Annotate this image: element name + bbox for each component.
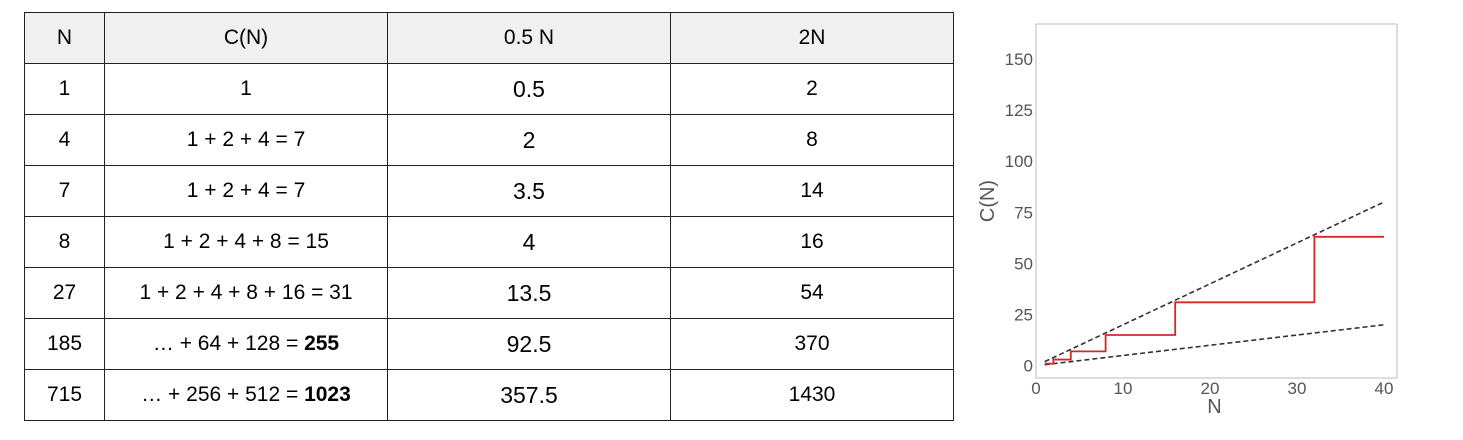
cell-half-n: 92.5: [387, 318, 671, 370]
cell-n: 185: [24, 318, 105, 370]
cell-cn-text: … + 256 + 512 =: [141, 383, 305, 406]
cell-n: 715: [24, 369, 105, 421]
cell-cn-bold: 1023: [304, 383, 351, 406]
cell-cn-text: 1 + 2 + 4 = 7: [186, 179, 306, 202]
x-axis-label: N: [1207, 396, 1221, 418]
header-cn: C(N): [104, 12, 388, 64]
cell-cn: 1 + 2 + 4 = 7: [104, 165, 388, 217]
y-tick-label: 125: [1005, 101, 1033, 120]
cell-two-n: 8: [670, 114, 954, 166]
y-tick-label: 100: [1005, 152, 1033, 171]
cell-half-n: 0.5: [387, 63, 671, 115]
x-tick-label: 0: [1031, 379, 1040, 398]
header-n: N: [24, 12, 105, 64]
cell-cn-text: 1: [240, 77, 252, 100]
cell-cn: 1: [104, 63, 388, 115]
cell-cn: 1 + 2 + 4 + 8 = 15: [104, 216, 388, 268]
upper-bound-line: [1044, 201, 1385, 363]
chart: 0 10 20 30 40 0 25 50 75 100 125 150 N C(N): [977, 23, 1398, 418]
y-tick-label: 25: [1014, 306, 1033, 325]
y-axis-label: C(N): [977, 180, 999, 222]
table-row: 185… + 64 + 128 = 255 92.5 370: [24, 318, 954, 370]
cell-cn: 1 + 2 + 4 + 8 + 16 = 31: [104, 267, 388, 319]
cell-two-n: 2: [670, 63, 954, 115]
cell-cn-bold: 255: [304, 332, 340, 355]
lower-bound-line: [1044, 324, 1385, 366]
cell-half-n: 2: [387, 114, 671, 166]
cell-half-n: 357.5: [387, 369, 671, 421]
step-line: [1044, 235, 1384, 365]
cell-cn-text: … + 64 + 128 =: [152, 332, 305, 355]
y-tick-label: 50: [1014, 254, 1033, 273]
cell-cn: … + 256 + 512 = 1023: [104, 369, 388, 421]
y-tick-label: 75: [1014, 203, 1033, 222]
header-half-n: 0.5 N: [387, 12, 671, 64]
cell-cn: … + 64 + 128 = 255: [104, 318, 388, 370]
cell-two-n: 14: [670, 165, 954, 217]
cell-half-n: 13.5: [387, 267, 671, 319]
cell-n: 1: [24, 63, 105, 115]
x-tick-label: 20: [1201, 379, 1220, 398]
bound-lines: [1044, 201, 1385, 366]
cell-n: 4: [24, 114, 105, 166]
cell-two-n: 54: [670, 267, 954, 319]
cell-n: 8: [24, 216, 105, 268]
cell-half-n: 3.5: [387, 165, 671, 217]
cell-cn-text: 1 + 2 + 4 + 8 + 16 = 31: [139, 281, 353, 304]
y-tick-labels: 0 25 50 75 100 125 150: [1005, 50, 1033, 376]
x-tick-label: 10: [1114, 379, 1133, 398]
x-tick-labels: 0 10 20 30 40: [1031, 379, 1393, 398]
x-tick-label: 30: [1288, 379, 1307, 398]
header-two-n: 2N: [670, 12, 954, 64]
y-tick-label: 0: [1024, 357, 1033, 376]
cell-n: 27: [24, 267, 105, 319]
table-row: 8 1 + 2 + 4 + 8 = 15 4 16: [24, 216, 954, 268]
table-row: 27 1 + 2 + 4 + 8 + 16 = 31 13.5 54: [24, 267, 954, 319]
y-tick-label: 150: [1005, 50, 1033, 69]
cell-cn: 1 + 2 + 4 = 7: [104, 114, 388, 166]
table-row: 7 1 + 2 + 4 = 7 3.5 14: [24, 165, 954, 217]
table-row: 1 1 0.5 2: [24, 63, 954, 115]
cell-n: 7: [24, 165, 105, 217]
table-row: 715… + 256 + 512 = 1023 357.5 1430: [24, 369, 954, 421]
cell-two-n: 16: [670, 216, 954, 268]
cell-cn-text: 1 + 2 + 4 + 8 = 15: [163, 230, 329, 253]
cell-two-n: 370: [670, 318, 954, 370]
cell-cn-text: 1 + 2 + 4 = 7: [186, 128, 306, 151]
step-series: [1044, 235, 1384, 365]
x-tick-label: 40: [1374, 379, 1393, 398]
cell-half-n: 4: [387, 216, 671, 268]
table-header-row: N C(N) 0.5 N 2N: [24, 12, 954, 64]
cell-two-n: 1430: [670, 369, 954, 421]
plot-frame: [1035, 23, 1398, 379]
